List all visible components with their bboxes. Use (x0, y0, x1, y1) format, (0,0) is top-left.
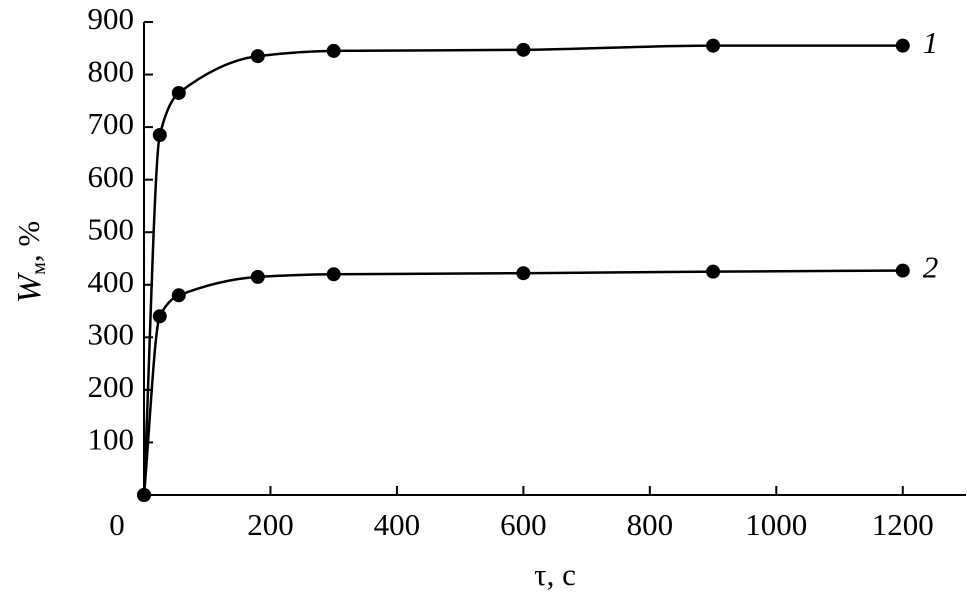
data-point (326, 267, 341, 282)
y-label-subscript: м (28, 262, 50, 275)
y-axis-label: Wм, % (11, 221, 50, 303)
data-point (516, 42, 531, 57)
data-point (895, 38, 910, 53)
y-tick-label: 300 (88, 316, 135, 351)
x-tick-label: 1200 (872, 507, 934, 542)
y-tick-label: 200 (88, 369, 135, 404)
data-point (706, 38, 721, 53)
data-point (250, 49, 265, 64)
y-tick-label: 800 (88, 54, 135, 89)
y-label-suffix: , % (11, 221, 46, 262)
x-tick-label: 200 (247, 507, 294, 542)
data-point (171, 85, 186, 100)
y-label-main: W (11, 272, 48, 303)
y-tick-label: 900 (88, 1, 135, 36)
x-tick-label: 1000 (745, 507, 807, 542)
data-point (152, 127, 167, 142)
y-tick-label: 100 (88, 422, 135, 457)
y-tick-label: 500 (88, 211, 135, 246)
series-label: 2 (923, 250, 939, 285)
x-tick-label: 600 (500, 507, 547, 542)
data-point (326, 43, 341, 58)
data-point (516, 266, 531, 281)
x-tick-label: 400 (374, 507, 421, 542)
y-tick-label: 400 (88, 264, 135, 299)
y-tick-label: 600 (88, 159, 135, 194)
x-tick-label: 800 (627, 507, 674, 542)
x-axis-label: τ, c (534, 557, 576, 592)
series-label: 1 (923, 25, 939, 60)
data-point (171, 288, 186, 303)
x-tick-label: 0 (109, 507, 125, 542)
data-point (137, 488, 151, 502)
data-point (250, 269, 265, 284)
data-point (706, 264, 721, 279)
series-line (142, 269, 903, 496)
y-tick-label: 700 (88, 106, 135, 141)
data-point (895, 263, 910, 278)
data-point (152, 309, 167, 324)
